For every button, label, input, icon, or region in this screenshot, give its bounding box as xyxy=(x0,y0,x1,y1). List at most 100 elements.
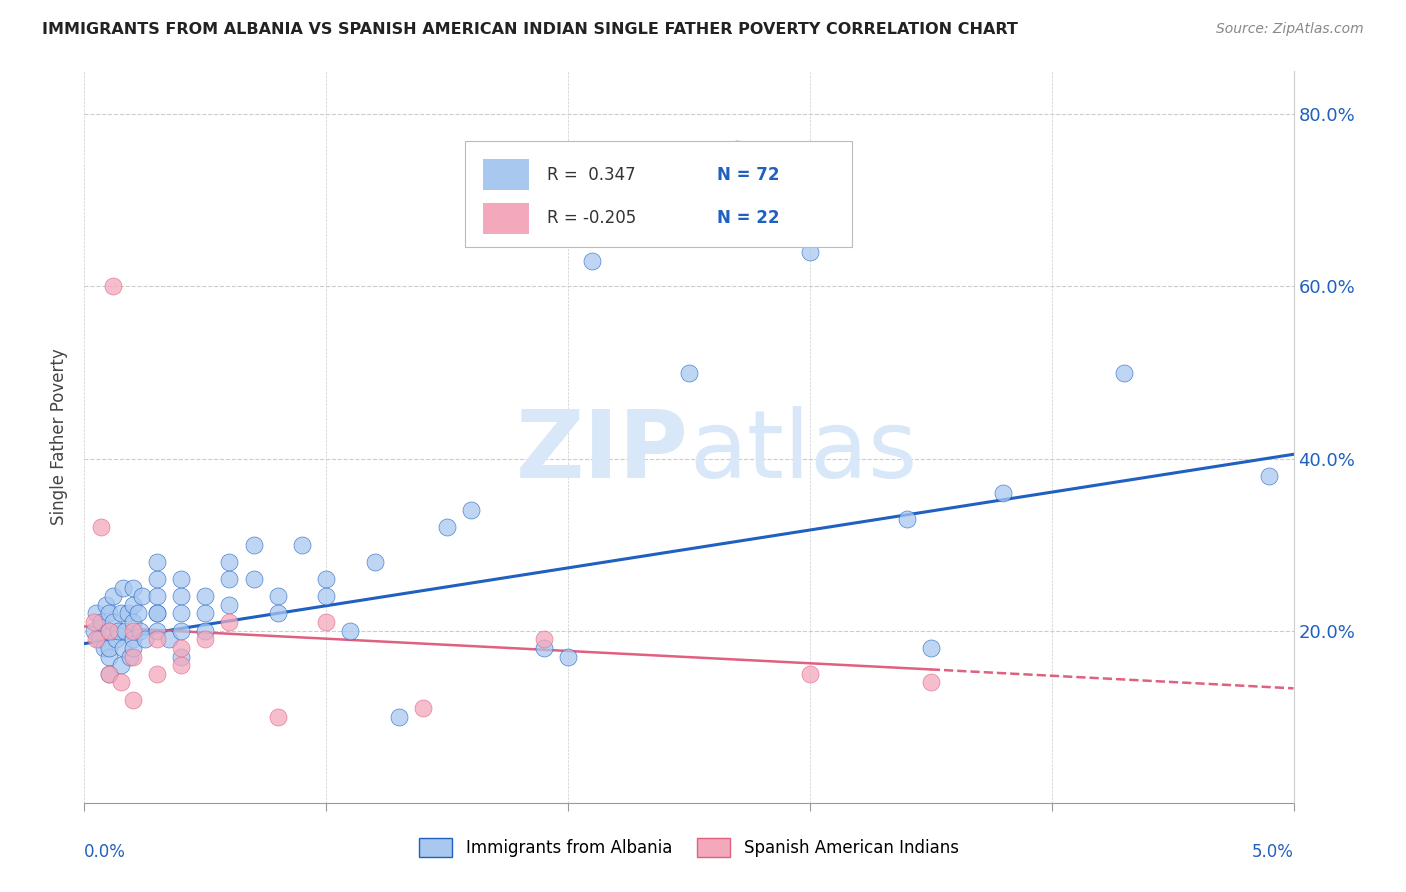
Point xyxy=(121,624,143,638)
Point xyxy=(103,615,125,629)
Point xyxy=(678,366,700,380)
Point xyxy=(170,658,193,673)
Point xyxy=(993,486,1015,500)
Point xyxy=(131,589,153,603)
Point xyxy=(110,607,132,621)
Point xyxy=(291,538,314,552)
Point xyxy=(242,572,264,586)
Point xyxy=(114,624,136,638)
Point xyxy=(127,607,149,621)
Point xyxy=(920,640,942,655)
Bar xyxy=(484,160,529,190)
Point xyxy=(97,666,120,681)
Point xyxy=(218,572,240,586)
Point xyxy=(896,512,918,526)
Point xyxy=(194,607,217,621)
Point xyxy=(533,640,555,655)
Point xyxy=(110,675,132,690)
Point xyxy=(315,572,337,586)
Point xyxy=(121,632,143,647)
Point xyxy=(112,581,135,595)
Point xyxy=(581,253,603,268)
Point xyxy=(90,520,112,534)
Point xyxy=(83,624,105,638)
Point xyxy=(97,640,120,655)
Point xyxy=(90,615,112,629)
Point xyxy=(170,624,193,638)
Point xyxy=(110,658,132,673)
Point xyxy=(533,632,555,647)
Point xyxy=(146,624,169,638)
Point xyxy=(146,589,169,603)
Point xyxy=(121,615,143,629)
Point xyxy=(194,589,217,603)
Point xyxy=(799,666,821,681)
Point xyxy=(97,666,120,681)
Point xyxy=(94,598,117,612)
Text: N = 72: N = 72 xyxy=(717,166,779,184)
Point xyxy=(218,615,240,629)
Point xyxy=(170,607,193,621)
Point xyxy=(104,632,127,647)
Point xyxy=(170,649,193,664)
Point xyxy=(388,710,411,724)
Point xyxy=(134,632,156,647)
Text: ZIP: ZIP xyxy=(516,406,689,498)
Point xyxy=(267,607,290,621)
Point xyxy=(194,624,217,638)
Point xyxy=(97,624,120,638)
Point xyxy=(218,555,240,569)
Point xyxy=(97,649,120,664)
Point xyxy=(146,666,169,681)
Text: IMMIGRANTS FROM ALBANIA VS SPANISH AMERICAN INDIAN SINGLE FATHER POVERTY CORRELA: IMMIGRANTS FROM ALBANIA VS SPANISH AMERI… xyxy=(42,22,1018,37)
Point xyxy=(436,520,458,534)
Point xyxy=(97,624,120,638)
Text: R =  0.347: R = 0.347 xyxy=(547,166,636,184)
Point xyxy=(194,632,217,647)
Point xyxy=(267,710,290,724)
Point xyxy=(170,589,193,603)
Point xyxy=(920,675,942,690)
Point xyxy=(86,607,108,621)
Point xyxy=(170,572,193,586)
Point xyxy=(121,692,143,706)
Point xyxy=(93,640,115,655)
Bar xyxy=(484,203,529,234)
Legend: Immigrants from Albania, Spanish American Indians: Immigrants from Albania, Spanish America… xyxy=(412,831,966,864)
Point xyxy=(97,607,120,621)
Point xyxy=(86,632,108,647)
Point xyxy=(412,701,434,715)
Bar xyxy=(465,141,852,247)
Point xyxy=(557,649,579,664)
Point xyxy=(218,598,240,612)
Point xyxy=(267,589,290,603)
Point xyxy=(121,649,143,664)
Text: atlas: atlas xyxy=(689,406,917,498)
Point xyxy=(315,589,337,603)
Point xyxy=(1258,468,1281,483)
Point xyxy=(146,607,169,621)
Text: 0.0%: 0.0% xyxy=(84,843,127,861)
Text: 5.0%: 5.0% xyxy=(1251,843,1294,861)
Point xyxy=(121,581,143,595)
Point xyxy=(87,632,110,647)
Point xyxy=(170,640,193,655)
Text: R = -0.205: R = -0.205 xyxy=(547,210,637,227)
Point xyxy=(120,649,142,664)
Point xyxy=(1114,366,1136,380)
Point xyxy=(121,640,143,655)
Point xyxy=(83,615,105,629)
Point xyxy=(339,624,361,638)
Point xyxy=(146,555,169,569)
Point xyxy=(146,607,169,621)
Point xyxy=(103,279,125,293)
Point xyxy=(121,598,143,612)
Point xyxy=(107,624,129,638)
Point xyxy=(146,572,169,586)
Point xyxy=(129,624,152,638)
Point xyxy=(242,538,264,552)
Point xyxy=(725,142,748,156)
Point xyxy=(315,615,337,629)
Point xyxy=(103,589,125,603)
Point xyxy=(146,632,169,647)
